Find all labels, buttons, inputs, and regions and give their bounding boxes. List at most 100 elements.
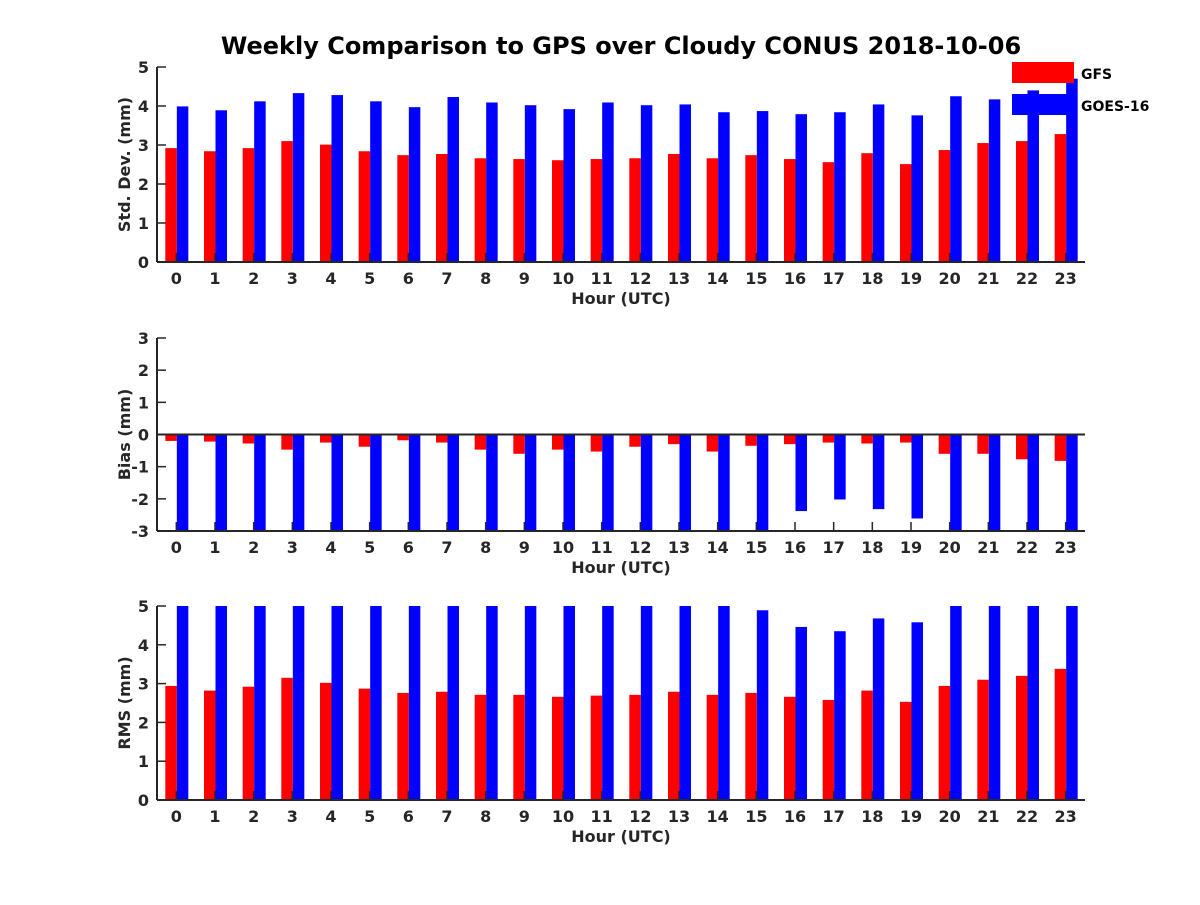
x-tick-label: 16 (784, 538, 806, 557)
bar-goes-16-hour-13 (679, 104, 691, 262)
x-tick-label: 11 (591, 538, 613, 557)
bar-gfs-hour-4 (320, 434, 332, 443)
x-tick-label: 17 (823, 538, 845, 557)
bar-gfs-hour-5 (358, 434, 371, 447)
x-tick-label: 16 (784, 807, 806, 826)
bar-gfs-hour-0 (165, 434, 177, 441)
bar-goes-16-hour-2 (254, 101, 266, 262)
bar-gfs-hour-17 (822, 699, 835, 800)
bar-goes-16-hour-12 (640, 434, 653, 531)
x-tick-label: 18 (861, 807, 883, 826)
bar-goes-16-hour-11 (602, 102, 614, 263)
bar-gfs-hour-16 (784, 159, 796, 262)
x-tick-label: 13 (668, 269, 690, 288)
y-tick-label: 0 (138, 791, 149, 810)
x-tick-label: 2 (248, 269, 259, 288)
y-tick-label: 2 (138, 361, 149, 380)
y-tick-label: 4 (138, 97, 149, 116)
bar-gfs-hour-23 (1054, 668, 1067, 800)
bar-gfs-hour-19 (900, 164, 912, 262)
bar-gfs-hour-9 (513, 159, 525, 262)
bar-goes-16-hour-2 (254, 606, 266, 800)
bar-goes-16-hour-15 (756, 610, 769, 800)
bar-goes-16-hour-23 (1066, 78, 1078, 262)
x-tick-label: 3 (287, 269, 298, 288)
bar-goes-16-hour-21 (988, 606, 1001, 800)
bar-gfs-hour-0 (165, 148, 177, 262)
x-tick-label: 9 (519, 807, 530, 826)
bar-gfs-hour-13 (668, 691, 680, 800)
bar-gfs-hour-5 (358, 688, 371, 800)
y-tick-label: 1 (138, 393, 149, 412)
bar-gfs-hour-7 (436, 434, 448, 443)
bar-gfs-hour-5 (358, 151, 371, 262)
legend: GFS GOES-16 (1012, 62, 1149, 115)
x-tick-label: 1 (209, 807, 220, 826)
bar-goes-16-hour-8 (486, 606, 498, 800)
x-tick-label: 10 (552, 807, 574, 826)
x-axis-label: Hour (UTC) (571, 827, 671, 846)
y-tick-label: 2 (138, 175, 149, 194)
x-tick-label: 0 (171, 807, 182, 826)
legend-swatch-gfs (1012, 62, 1074, 83)
bar-goes-16-hour-1 (215, 606, 227, 800)
x-tick-label: 22 (1016, 807, 1038, 826)
x-tick-label: 6 (403, 538, 414, 557)
bar-gfs-hour-2 (242, 686, 255, 800)
x-tick-label: 9 (519, 269, 530, 288)
bar-gfs-hour-11 (590, 159, 603, 262)
bar-goes-16-hour-19 (911, 115, 923, 262)
y-tick-label: 3 (138, 329, 149, 348)
bar-goes-16-hour-20 (950, 606, 962, 800)
bar-gfs-hour-17 (822, 434, 835, 443)
y-tick-label: 1 (138, 752, 149, 771)
bar-goes-16-hour-13 (679, 606, 691, 800)
bar-goes-16-hour-6 (408, 434, 421, 531)
x-tick-label: 23 (1055, 538, 1077, 557)
x-tick-label: 9 (519, 538, 530, 557)
bar-gfs-hour-20 (938, 685, 951, 800)
bar-goes-16-hour-14 (718, 434, 730, 531)
x-tick-label: 17 (823, 269, 845, 288)
x-tick-label: 10 (552, 538, 574, 557)
x-tick-label: 11 (591, 807, 613, 826)
bar-goes-16-hour-9 (524, 105, 537, 262)
x-axis-label: Hour (UTC) (571, 289, 671, 308)
bar-gfs-hour-12 (629, 694, 641, 800)
bar-goes-16-hour-0 (176, 106, 189, 262)
bar-gfs-hour-21 (977, 679, 989, 800)
x-tick-label: 4 (325, 269, 336, 288)
x-tick-label: 22 (1016, 538, 1038, 557)
x-tick-label: 8 (480, 269, 491, 288)
bar-gfs-hour-23 (1054, 434, 1067, 461)
bar-goes-16-hour-7 (447, 434, 459, 531)
bar-goes-16-hour-22 (1027, 606, 1039, 800)
bar-gfs-hour-13 (668, 434, 680, 445)
bar-goes-16-hour-5 (370, 434, 382, 531)
bar-gfs-hour-3 (281, 677, 293, 800)
y-tick-label: 1 (138, 214, 149, 233)
bar-goes-16-hour-3 (292, 93, 305, 262)
bar-gfs-hour-18 (861, 690, 873, 800)
bar-gfs-hour-22 (1016, 141, 1028, 262)
bar-gfs-hour-9 (513, 694, 525, 800)
bar-goes-16-hour-12 (640, 606, 653, 800)
x-tick-label: 19 (900, 538, 922, 557)
x-tick-label: 3 (287, 538, 298, 557)
bar-gfs-hour-12 (629, 434, 641, 447)
bar-gfs-hour-23 (1054, 134, 1067, 262)
bar-gfs-hour-14 (706, 694, 719, 800)
bar-goes-16-hour-18 (872, 434, 885, 510)
x-tick-label: 16 (784, 269, 806, 288)
bar-gfs-hour-11 (590, 695, 603, 800)
bar-goes-16-hour-11 (602, 434, 614, 531)
y-tick-label: 2 (138, 713, 149, 732)
x-tick-label: 21 (977, 269, 999, 288)
bar-gfs-hour-1 (204, 151, 216, 262)
x-tick-label: 4 (325, 538, 336, 557)
bar-goes-16-hour-10 (563, 109, 575, 263)
x-tick-label: 1 (209, 269, 220, 288)
bar-goes-16-hour-19 (911, 622, 923, 800)
